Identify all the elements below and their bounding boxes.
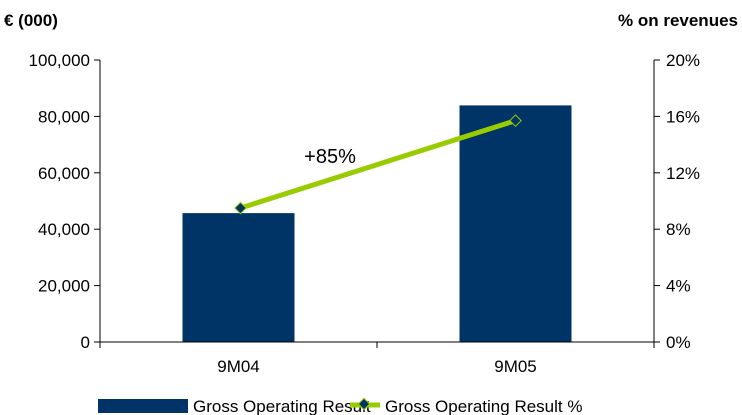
left-tick-label: 100,000 [29, 51, 90, 70]
right-tick-label: 4% [666, 277, 691, 296]
right-tick-label: 20% [666, 51, 700, 70]
line-gross-operating-result-pct [239, 118, 517, 211]
legend: Gross Operating Result Gross Operating R… [98, 397, 582, 415]
left-tick-label: 80,000 [38, 107, 90, 126]
bar-9m05 [459, 105, 572, 342]
legend-marker-gross-operating-result-pct [357, 397, 371, 411]
line-point-9m05 [509, 114, 522, 127]
legend-swatch-gross-operating-result [98, 399, 188, 413]
left-axis-title: € (000) [4, 11, 58, 30]
bar-9m04 [182, 213, 295, 342]
plot-area: 0 20,000 40,000 60,000 80,000 100,000 0% 4% 8% 12… [29, 51, 700, 376]
legend-label-gross-operating-result: Gross Operating Result [193, 397, 371, 415]
right-tick-label: 8% [666, 220, 691, 239]
x-tick-label: 9M04 [217, 357, 260, 376]
right-axis-title: % on revenues [618, 11, 738, 30]
left-tick-label: 20,000 [38, 277, 90, 296]
left-tick-label: 40,000 [38, 220, 90, 239]
right-tick-label: 12% [666, 164, 700, 183]
left-tick-label: 60,000 [38, 164, 90, 183]
right-tick-label: 0% [666, 333, 691, 352]
right-tick-label: 16% [666, 107, 700, 126]
legend-label-gross-operating-result-pct: Gross Operating Result % [385, 397, 582, 415]
growth-annotation: +85% [304, 146, 356, 168]
x-tick-label: 9M05 [494, 357, 537, 376]
left-tick-label: 0 [81, 333, 90, 352]
line-point-9m04 [234, 201, 247, 215]
